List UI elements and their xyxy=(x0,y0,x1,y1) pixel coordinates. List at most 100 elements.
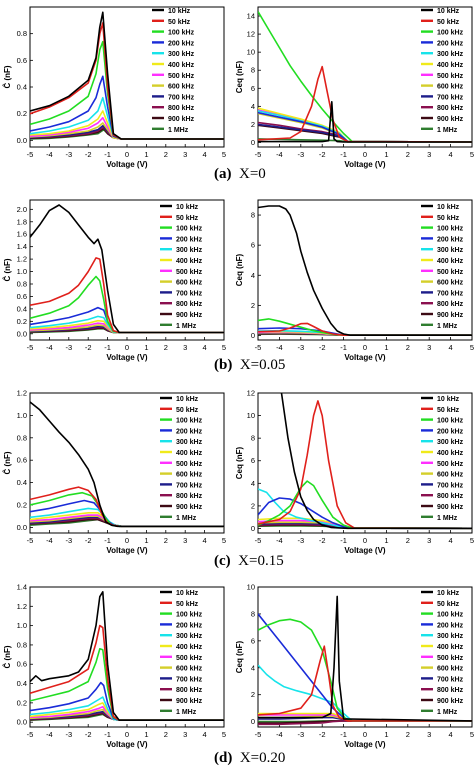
x-tick-label: 2 xyxy=(406,536,410,545)
legend-label: 200 kHz xyxy=(176,622,203,629)
x-tick-label: 3 xyxy=(183,343,187,352)
x-tick-label: -4 xyxy=(276,730,283,739)
x-tick-label: 3 xyxy=(427,343,431,352)
legend-label: 300 kHz xyxy=(437,633,464,640)
y-tick-label: 0.4 xyxy=(17,304,27,313)
y-tick-label: 0.0 xyxy=(17,523,27,532)
legend-label: 10 kHz xyxy=(176,204,199,211)
legend-label: 100 kHz xyxy=(168,30,195,37)
legend-label: 700 kHz xyxy=(176,676,203,683)
x-tick-label: 1 xyxy=(144,150,148,159)
y-tick-label: 6 xyxy=(251,636,255,645)
legend-label: 200 kHz xyxy=(437,428,464,435)
x-tick-label: 1 xyxy=(144,536,148,545)
y-axis-label: Ceq (nF) xyxy=(235,253,244,286)
y-tick-label: 0.6 xyxy=(17,456,27,465)
y-tick-label: 0.8 xyxy=(17,433,27,442)
x-tick-label: -4 xyxy=(276,536,283,545)
x-tick-label: 0 xyxy=(125,343,129,352)
x-tick-label: -3 xyxy=(297,536,304,545)
legend-label: 300 kHz xyxy=(176,439,203,446)
series-line-10-khz xyxy=(280,393,472,530)
y-tick-label: 1.0 xyxy=(17,267,27,276)
legend-label: 800 kHz xyxy=(437,687,464,694)
x-tick-label: -5 xyxy=(255,730,262,739)
series-line-400-khz xyxy=(258,107,472,143)
y-tick-label: 2 xyxy=(251,301,255,310)
x-tick-label: -2 xyxy=(85,343,92,352)
legend-label: 400 kHz xyxy=(437,450,464,457)
y-axis-label: Ceq (nF) xyxy=(235,60,244,93)
legend-label: 900 kHz xyxy=(176,504,203,511)
x-tick-label: -1 xyxy=(340,730,347,739)
chart-panel-a-left: -5 -4 -3 -2 -1 0 1 2 3 4 5 Voltage (V) 0.0 0.2 0.4 0.6 0… xyxy=(3,6,226,169)
x-axis-label: Voltage (V) xyxy=(106,546,148,555)
y-tick-label: 0.0 xyxy=(17,329,27,338)
x-tick-label: 1 xyxy=(144,730,148,739)
legend-label: 600 kHz xyxy=(168,84,195,91)
x-tick-label: 2 xyxy=(164,536,168,545)
y-tick-label: 4 xyxy=(251,102,255,111)
y-tick-label: 10 xyxy=(247,48,255,57)
x-tick-label: 1 xyxy=(384,536,388,545)
legend-label: 1 MHz xyxy=(437,127,458,134)
legend-label: 500 kHz xyxy=(437,269,464,276)
legend-label: 900 kHz xyxy=(437,116,464,123)
y-tick-label: 10 xyxy=(247,411,255,420)
x-tick-label: -1 xyxy=(340,536,347,545)
legend-label: 100 kHz xyxy=(437,226,464,233)
y-tick-label: 0 xyxy=(251,138,255,147)
x-tick-label: 0 xyxy=(363,730,367,739)
y-axis-label: Ĉ (nF) xyxy=(3,451,12,474)
x-tick-label: 2 xyxy=(164,343,168,352)
x-tick-label: 2 xyxy=(406,730,410,739)
legend: 10 kHz 50 kHz 100 kHz 200 kHz 300 kHz 400 kHz… xyxy=(160,204,203,330)
legend-label: 100 kHz xyxy=(437,612,464,619)
caption-c: (c) X=0.15 xyxy=(214,553,284,569)
y-tick-label: 0.2 xyxy=(17,698,27,707)
x-tick-label: -1 xyxy=(104,730,111,739)
x-tick-label: 2 xyxy=(406,150,410,159)
y-tick-label: 2.0 xyxy=(17,205,27,214)
x-tick-label: 0 xyxy=(125,730,129,739)
x-tick-label: 4 xyxy=(449,730,453,739)
legend-label: 300 kHz xyxy=(176,633,203,640)
y-tick-label: 0.4 xyxy=(17,679,27,688)
legend-label: 300 kHz xyxy=(176,247,203,254)
x-tick-label: 0 xyxy=(363,150,367,159)
x-tick-label: 1 xyxy=(384,150,388,159)
x-tick-label: -4 xyxy=(46,730,53,739)
legend-label: 700 kHz xyxy=(437,290,464,297)
y-tick-label: 12 xyxy=(247,30,255,39)
legend-label: 1 MHz xyxy=(437,323,458,330)
series-group xyxy=(30,11,224,140)
x-tick-label: -4 xyxy=(46,150,53,159)
y-tick-label: 0.2 xyxy=(17,109,27,118)
x-tick-label: -3 xyxy=(65,343,72,352)
legend-label: 600 kHz xyxy=(176,666,203,673)
x-tick-label: 5 xyxy=(470,150,474,159)
legend-label: 700 kHz xyxy=(168,94,195,101)
y-axis-label: Ĉ (nF) xyxy=(3,645,12,668)
x-tick-label: 4 xyxy=(449,150,453,159)
legend-label: 600 kHz xyxy=(176,472,203,479)
legend-label: 200 kHz xyxy=(176,236,203,243)
y-tick-label: 1.8 xyxy=(17,217,27,226)
y-tick-label: 4 xyxy=(251,271,255,280)
legend-label: 300 kHz xyxy=(168,51,195,58)
legend-label: 900 kHz xyxy=(437,312,464,319)
legend-label: 300 kHz xyxy=(437,439,464,446)
y-tick-label: 8 xyxy=(251,66,255,75)
y-tick-label: 8 xyxy=(251,609,255,618)
legend-label: 10 kHz xyxy=(437,8,460,15)
y-tick-label: 14 xyxy=(247,12,255,21)
x-tick-label: -4 xyxy=(276,343,283,352)
legend-label: 50 kHz xyxy=(437,407,460,414)
x-tick-label: -5 xyxy=(255,150,262,159)
x-tick-label: 5 xyxy=(222,343,226,352)
legend: 10 kHz 50 kHz 100 kHz 200 kHz 300 kHz 400 kHz… xyxy=(152,8,195,134)
